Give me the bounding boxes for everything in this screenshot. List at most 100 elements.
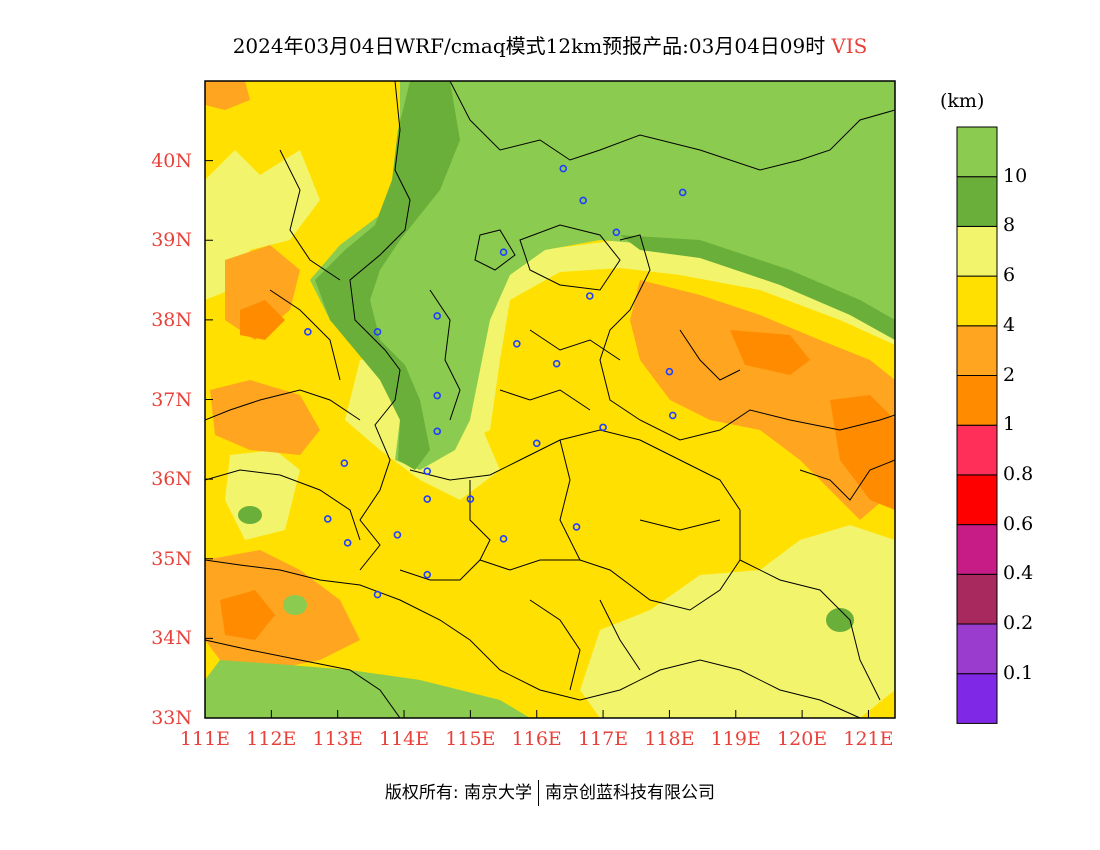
- city-marker: [532, 439, 541, 448]
- city-marker: [513, 339, 521, 348]
- lat-tick-label: 33N: [151, 707, 192, 729]
- lon-tick-label: 119E: [710, 728, 761, 750]
- city-marker: [423, 495, 432, 503]
- city-marker: [678, 188, 687, 197]
- city-marker: [433, 391, 442, 400]
- colorbar: [956, 126, 998, 724]
- lat-tick-label: 40N: [151, 149, 192, 172]
- city-marker: [466, 495, 475, 503]
- field-gt10-spot1: [283, 595, 307, 615]
- city-marker: [340, 459, 349, 468]
- city-marker: [433, 312, 442, 320]
- footer-copyright: 版权所有: 南京大学: [384, 783, 533, 803]
- boundary-line: [205, 559, 861, 718]
- city-marker: [433, 427, 442, 436]
- boundary-line: [399, 429, 741, 611]
- colorbar-swatch: [956, 375, 998, 426]
- boundary-line: [349, 81, 411, 571]
- lat-tick-label: 37N: [151, 388, 192, 411]
- lon-tick-label: 116E: [511, 728, 562, 750]
- field-gt10-south: [205, 660, 530, 718]
- boundary-line: [519, 224, 621, 291]
- lon-tick-label: 118E: [644, 728, 695, 750]
- field-1-2-southwest: [220, 590, 275, 640]
- city-marker: [612, 228, 621, 237]
- city-markers: [304, 164, 687, 599]
- lat-tick-label: 39N: [151, 229, 192, 252]
- colorbar-label: 0.4: [1003, 562, 1034, 585]
- map-field: [205, 81, 895, 718]
- lat-tick-label: 34N: [151, 627, 192, 650]
- boundary-line: [739, 559, 881, 701]
- city-marker: [499, 248, 508, 256]
- city-marker: [499, 535, 508, 543]
- title-variable: VIS: [831, 34, 868, 58]
- lat-tick-label: 38N: [151, 308, 192, 331]
- field-gt10-north: [310, 81, 895, 470]
- boundary-line: [639, 519, 721, 531]
- lon-tick-label: 111E: [179, 728, 231, 750]
- city-marker: [586, 292, 594, 300]
- city-marker: [343, 539, 352, 547]
- boundary-line: [499, 389, 591, 411]
- city-marker: [579, 196, 587, 205]
- boundary-line: [205, 389, 361, 421]
- colorbar-unit: (km): [940, 90, 985, 112]
- field-1-2-west: [240, 300, 285, 340]
- boundary-line: [529, 599, 581, 691]
- lat-tick-label: 35N: [151, 547, 192, 570]
- footer-company: 南京创蓝科技有限公司: [545, 783, 716, 803]
- colorbar-label: 4: [1003, 313, 1016, 336]
- lon-tick-label: 117E: [577, 728, 629, 750]
- city-marker: [304, 328, 312, 336]
- field-gt10-spot2: [238, 506, 262, 524]
- city-marker: [665, 367, 674, 376]
- lon-tick-label: 120E: [777, 728, 828, 750]
- field-1-2-southeast: [830, 395, 895, 510]
- field-2-4-southwest: [205, 550, 360, 670]
- boundary-line: [679, 329, 741, 381]
- boundary-line: [469, 480, 491, 561]
- boundary-line: [269, 289, 341, 381]
- colorbar-label: 10: [1003, 164, 1028, 187]
- lon-tick-label: 114E: [378, 728, 430, 750]
- field-1-2-east: [730, 330, 810, 375]
- city-marker: [393, 531, 402, 539]
- colorbar-swatch: [956, 623, 998, 675]
- boundary-line: [279, 149, 341, 281]
- colorbar-swatch: [956, 275, 998, 327]
- title-text: 2024年03月04日WRF/cmaq模式12km预报产品:03月04日09时: [232, 34, 826, 58]
- colorbar-swatch: [956, 225, 998, 277]
- city-marker: [373, 328, 382, 336]
- city-marker: [423, 467, 432, 475]
- colorbar-label: 0.1: [1003, 661, 1034, 684]
- footer: 版权所有: 南京大学 南京创蓝科技有限公司: [0, 778, 1100, 806]
- field-8-10-coast: [620, 235, 895, 340]
- city-marker: [423, 570, 432, 579]
- colorbar-label: 8: [1003, 214, 1016, 237]
- colorbar-label: 0.8: [1003, 462, 1034, 485]
- lon-tick-label: 121E: [843, 728, 894, 750]
- boundary-line: [474, 229, 516, 271]
- city-marker: [599, 423, 607, 432]
- boundary-line: [429, 289, 461, 421]
- field-6-8-south: [580, 525, 895, 718]
- colorbar-label: 0.2: [1003, 612, 1034, 634]
- colorbar-swatch: [956, 474, 998, 526]
- colorbar-label: 1: [1003, 413, 1016, 436]
- field-2-4-nw-corner: [205, 81, 250, 110]
- colorbar-swatch: [956, 524, 998, 575]
- colorbar-swatch: [956, 673, 998, 724]
- colorbar-swatch: [956, 126, 998, 178]
- colorbar-label: 0.6: [1003, 512, 1034, 535]
- field-2-4-east: [630, 280, 895, 520]
- city-marker: [559, 164, 568, 173]
- city-marker: [323, 515, 332, 523]
- boundary-line: [529, 329, 621, 361]
- lon-tick-label: 112E: [246, 728, 297, 750]
- field-8-10-band: [315, 81, 460, 470]
- lat-tick-label: 36N: [151, 468, 192, 491]
- colorbar-swatch: [956, 176, 998, 227]
- boundary-line: [799, 459, 895, 501]
- boundary-line: [449, 81, 895, 171]
